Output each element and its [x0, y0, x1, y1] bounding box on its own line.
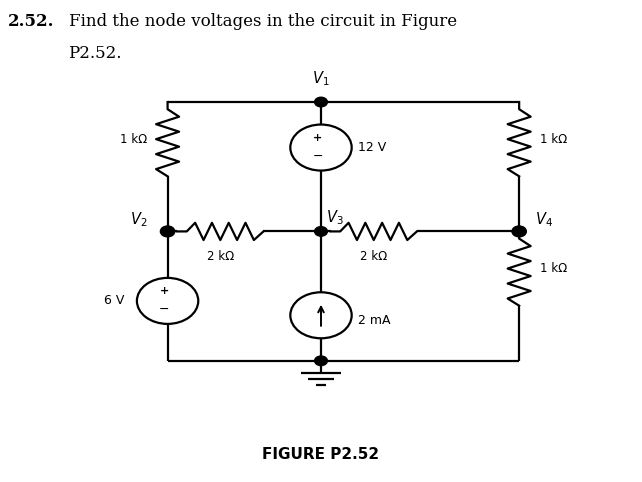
- Circle shape: [315, 356, 327, 366]
- Text: 2 kΩ: 2 kΩ: [207, 250, 234, 263]
- Text: 2 mA: 2 mA: [358, 314, 390, 327]
- Text: 2.52.: 2.52.: [8, 13, 55, 30]
- Text: +: +: [313, 133, 322, 143]
- Text: $V_2$: $V_2$: [130, 210, 147, 229]
- Text: +: +: [160, 286, 169, 296]
- Text: $V_1$: $V_1$: [312, 69, 330, 88]
- Text: 2 kΩ: 2 kΩ: [360, 250, 387, 263]
- Text: −: −: [313, 150, 323, 163]
- Text: −: −: [159, 303, 169, 316]
- Text: P2.52.: P2.52.: [69, 45, 122, 63]
- Circle shape: [161, 227, 174, 236]
- Text: $V_3$: $V_3$: [326, 208, 343, 227]
- Circle shape: [513, 227, 526, 236]
- Text: 1 kΩ: 1 kΩ: [540, 133, 567, 146]
- Text: 1 kΩ: 1 kΩ: [120, 133, 147, 146]
- Circle shape: [315, 227, 327, 236]
- Text: 12 V: 12 V: [358, 141, 386, 154]
- Text: 1 kΩ: 1 kΩ: [540, 262, 567, 275]
- Text: FIGURE P2.52: FIGURE P2.52: [263, 447, 379, 462]
- Circle shape: [315, 97, 327, 107]
- Text: Find the node voltages in the circuit in Figure: Find the node voltages in the circuit in…: [69, 13, 456, 30]
- Text: 6 V: 6 V: [104, 295, 124, 308]
- Text: $V_4$: $V_4$: [535, 210, 553, 229]
